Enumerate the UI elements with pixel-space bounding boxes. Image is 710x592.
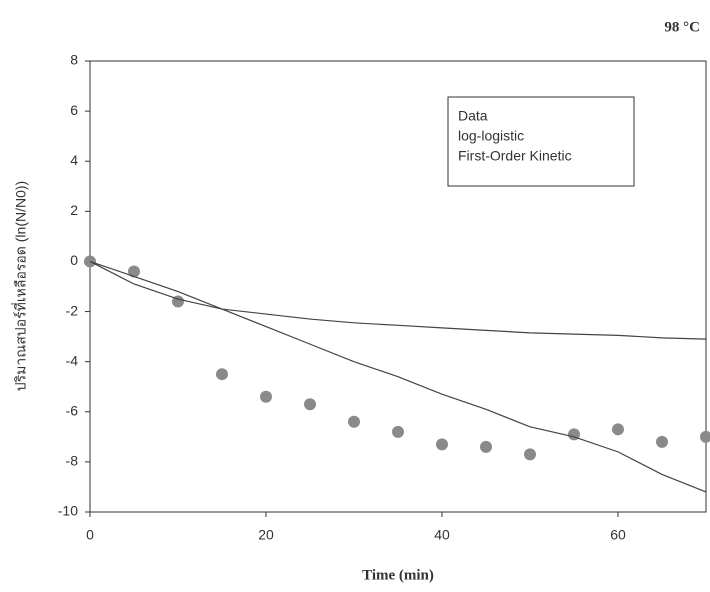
data-point: [436, 438, 448, 451]
y-tick-label: -4: [66, 352, 79, 368]
y-tick-label: -8: [66, 453, 79, 469]
data-point: [480, 440, 492, 453]
y-tick-label: 0: [70, 252, 78, 268]
data-point: [216, 368, 228, 381]
x-tick-label: 20: [258, 527, 274, 543]
x-tick-label: 0: [86, 527, 94, 543]
x-tick-label: 40: [434, 527, 450, 543]
legend-entry: Data: [458, 108, 488, 124]
legend-entry: First-Order Kinetic: [458, 148, 572, 164]
y-axis-label: ปริมาณสปอร์ที่เหลือรอด (ln(N/N0)): [12, 181, 29, 391]
data-point: [304, 398, 316, 411]
legend-entry: log-logistic: [458, 128, 524, 144]
data-point: [700, 430, 710, 443]
chart-title: 98 °C: [664, 19, 700, 35]
data-point: [612, 423, 624, 436]
plot-frame: [89, 60, 707, 513]
y-tick-label: -10: [58, 503, 78, 519]
data-point: [392, 425, 404, 438]
y-tick-label: 6: [70, 102, 78, 118]
y-tick-label: -2: [66, 302, 79, 318]
line: [89, 260, 707, 340]
data-point: [348, 415, 360, 428]
line: [89, 260, 707, 493]
y-tick-label: 4: [70, 152, 78, 168]
data-point: [656, 435, 668, 448]
y-tick-label: 2: [70, 202, 78, 218]
y-tick-label: -6: [66, 402, 79, 418]
data-point: [260, 390, 272, 403]
data-point: [128, 265, 140, 278]
legend-box: [447, 96, 635, 187]
x-axis-label: Time (min): [362, 567, 434, 583]
y-tick-label: 8: [70, 52, 78, 68]
data-point: [524, 448, 536, 461]
x-tick-label: 60: [610, 527, 626, 543]
